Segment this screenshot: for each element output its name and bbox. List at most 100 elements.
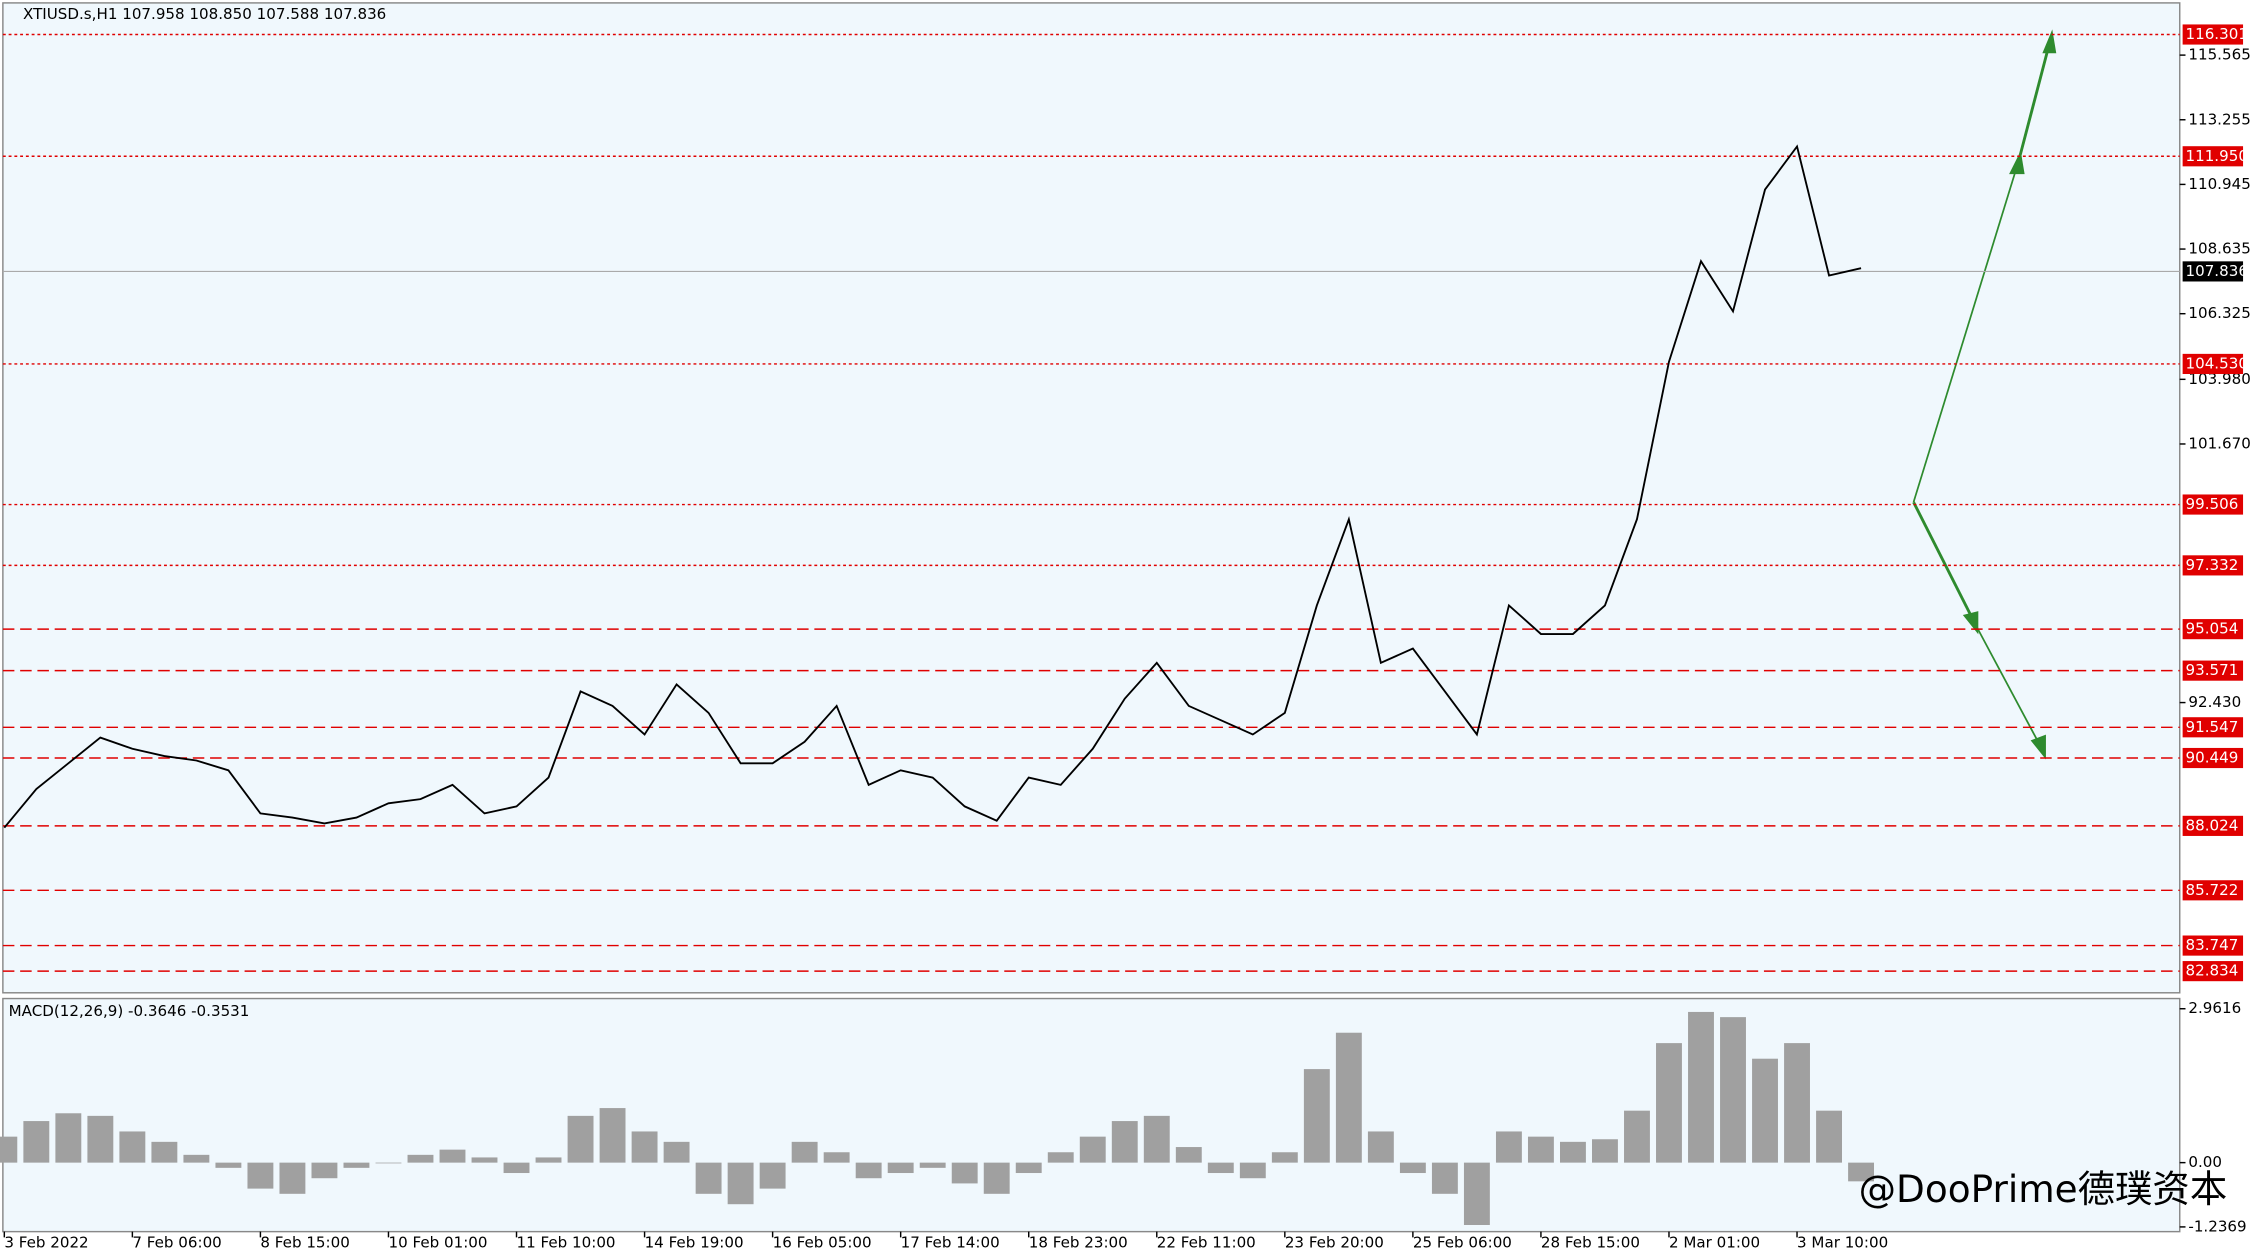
macd-bar [151,1141,178,1163]
arrows [1912,29,2057,760]
y-tick-label: 92.430 [2188,693,2241,711]
macd-bar [823,1152,850,1163]
level-box [2182,494,2244,515]
macd-title: MACD(12,26,9) -0.3646 -0.3531 [9,1002,250,1020]
arrow-down-1 [1912,501,1977,626]
macd-bar [1111,1121,1138,1163]
macd-bar [247,1162,274,1189]
level-box [2182,961,2244,982]
current-price-box [2182,261,2244,282]
y-tick-label: 106.325 [2188,304,2250,322]
macd-bar [407,1154,434,1163]
level-label: 97.332 [2186,556,2239,574]
macd-bar [535,1157,562,1163]
y-tick-label: 108.635 [2188,240,2250,258]
level-box [2182,935,2244,956]
x-tick-label: 16 Feb 05:00 [773,1234,872,1252]
macd-y-tick-label: 2.9616 [2188,999,2241,1017]
macd-bar [951,1162,978,1184]
level-label: 91.547 [2186,718,2239,736]
x-tick-label: 3 Mar 10:00 [1797,1234,1888,1252]
macd-bar [1559,1141,1586,1163]
level-label: 99.506 [2186,495,2239,513]
macd-bar [439,1149,466,1163]
level-label: 88.024 [2186,816,2239,834]
macd-bar [119,1131,146,1163]
macd-bar [919,1162,946,1168]
macd-bar [1335,1032,1362,1163]
level-label: 93.571 [2186,661,2239,679]
level-box [2182,353,2244,375]
arrow-head [1962,611,1979,635]
macd-bar [983,1162,1010,1194]
macd-bar [1271,1152,1298,1163]
macd-bar [695,1162,722,1194]
macd-bar [1527,1136,1554,1163]
macd-bar [1015,1162,1042,1174]
arrow-head [2030,734,2046,760]
arrow-head [2042,29,2057,54]
y-tick-label: 110.945 [2188,175,2250,193]
macd-bar [663,1141,690,1163]
watermark: @DooPrime德璞资本 [1859,1167,2228,1211]
macd-bar [1143,1115,1170,1163]
macd-bar [631,1131,658,1163]
arrow-head [2009,150,2025,175]
macd-bar [87,1115,114,1163]
macd-bar [727,1162,754,1205]
macd-bar [471,1157,498,1163]
y-tick-label: 103.980 [2188,370,2250,388]
x-tick-label: 10 Feb 01:00 [388,1234,487,1252]
level-box [2182,24,2244,45]
macd-bar [855,1162,882,1179]
y-tick-label: 101.670 [2188,434,2250,452]
price-line [3,144,1862,829]
macd-bar [1175,1147,1202,1163]
level-box [2182,660,2244,681]
macd-bar [1656,1043,1682,1163]
level-label: 111.950 [2186,147,2248,165]
macd-bar [23,1121,50,1163]
macd-bar [1207,1162,1234,1174]
level-label: 83.747 [2186,936,2239,954]
level-box [2182,815,2244,836]
x-tick-label: 8 Feb 15:00 [260,1234,349,1252]
macd-bar [1367,1131,1394,1163]
level-label: 90.449 [2186,749,2239,767]
x-tick-label: 7 Feb 06:00 [132,1234,221,1252]
arrow-up-1 [1912,160,2020,503]
macd-y-tick-label: -1.2369 [2188,1217,2246,1235]
macd-bar [1624,1110,1650,1163]
macd-panel [2,997,2181,1233]
macd-bar [0,1136,18,1163]
level-label: 104.530 [2186,354,2248,372]
x-tick-label: 25 Feb 06:00 [1413,1234,1512,1252]
macd-bar [1784,1043,1810,1163]
macd-bar [1463,1162,1490,1225]
macd-bar [375,1162,402,1164]
level-box [2182,619,2244,640]
macd-bar [1047,1152,1074,1163]
macd-bar [1399,1162,1426,1174]
macd-y-tick-label: 0.00 [2188,1153,2222,1171]
level-label: 82.834 [2186,962,2239,980]
macd-bar [1592,1139,1618,1163]
macd-bar [1303,1069,1330,1163]
x-tick-label: 28 Feb 15:00 [1541,1234,1640,1252]
macd-bar [215,1162,242,1168]
macd-bar [503,1162,530,1174]
macd-bar [1239,1162,1266,1179]
macd-bar [567,1115,594,1163]
x-tick-label: 11 Feb 10:00 [517,1234,616,1252]
macd-bar [1848,1162,1875,1182]
macd-bar [1079,1136,1106,1163]
macd-bar [887,1162,914,1174]
macd-bar [1720,1017,1746,1163]
macd-bar [599,1108,626,1163]
arrow-up-2 [2017,39,2052,162]
level-box [2182,717,2244,738]
current-price-label: 107.836 [2186,262,2248,280]
x-tick-label: 14 Feb 19:00 [645,1234,744,1252]
macd-bar [1431,1162,1458,1194]
x-tick-label: 23 Feb 20:00 [1285,1234,1384,1252]
